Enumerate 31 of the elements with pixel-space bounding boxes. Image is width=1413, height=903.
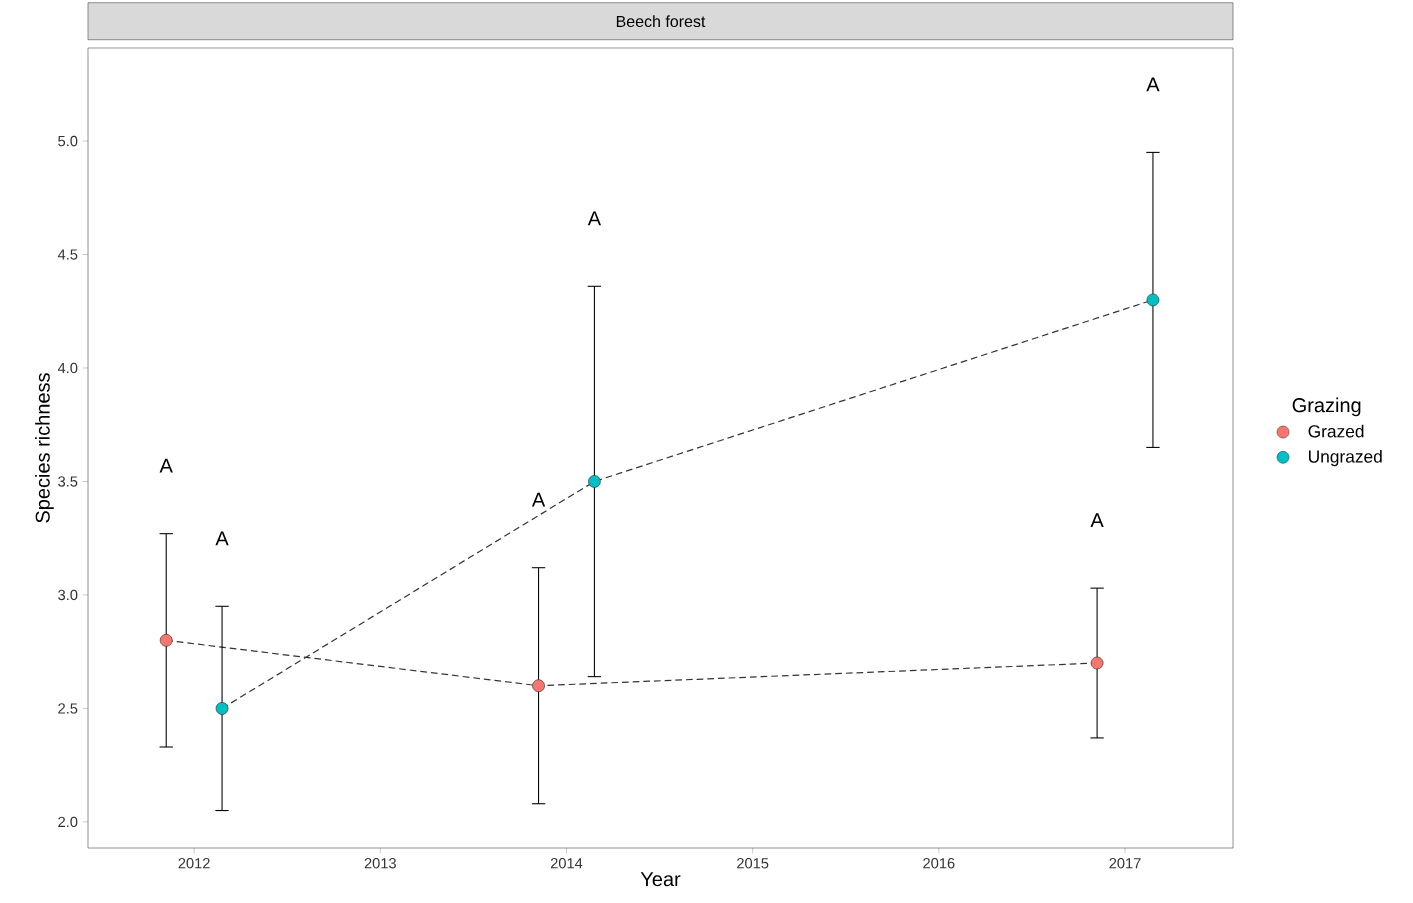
x-tick-label: 2013 [364, 858, 396, 869]
legend-label: Ungrazed [1309, 449, 1382, 467]
annotation: A [531, 492, 546, 507]
legend-label: Grazed [1308, 424, 1364, 438]
annotation: A [587, 211, 602, 226]
annotation: A [1090, 513, 1104, 528]
y-tick-label: 4.0 [57, 362, 78, 374]
point [159, 634, 173, 647]
x-axis-title: Year [640, 872, 681, 887]
y-tick-label: 3.5 [58, 476, 78, 487]
y-tick-label: 5.0 [58, 135, 78, 147]
point [1146, 293, 1160, 307]
x-tick-label: 2012 [178, 858, 210, 869]
y-tick-label: 2.0 [58, 816, 78, 828]
y-tick-label: 2.5 [58, 703, 78, 714]
x-tick-label: 2015 [737, 858, 769, 869]
annotation: A [1146, 77, 1160, 92]
point [1090, 656, 1104, 670]
annotation: A [215, 531, 229, 546]
y-axis-title: Species richness [35, 373, 54, 523]
y-tick-label: 4.5 [57, 249, 78, 260]
legend-title: Grazing [1292, 397, 1361, 417]
y-tick-label: 3.0 [58, 589, 78, 601]
point [588, 475, 601, 488]
point [215, 702, 229, 715]
x-tick-label: 2016 [923, 858, 955, 869]
annotation: A [159, 458, 173, 473]
x-tick-label: 2017 [1109, 858, 1141, 869]
point [532, 679, 545, 693]
x-tick-label: 2014 [550, 858, 583, 869]
chart-title: Beech forest [616, 15, 706, 28]
